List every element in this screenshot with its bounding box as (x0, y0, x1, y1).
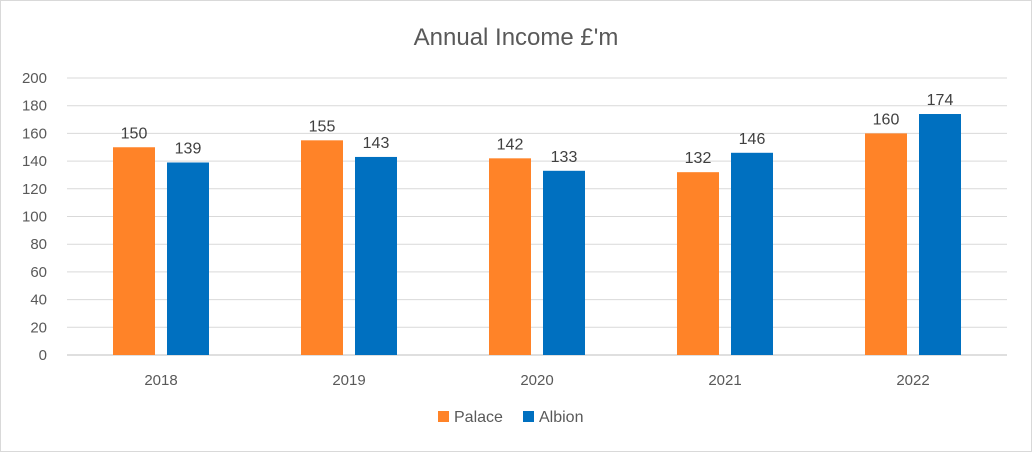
data-label-palace-2019: 155 (309, 118, 336, 135)
x-tick-label: 2021 (708, 372, 741, 389)
y-axis-ticks: 0 20 40 60 80 100 120 140 160 180 200 (22, 70, 47, 364)
bar-palace-2021 (677, 172, 719, 355)
chart-title: Annual Income £'m (414, 24, 619, 51)
data-label-albion-2021: 146 (739, 131, 766, 148)
bar-palace-2018 (113, 147, 155, 355)
data-label-palace-2022: 160 (873, 111, 900, 128)
data-label-albion-2022: 174 (927, 92, 954, 109)
y-tick-label: 180 (22, 98, 47, 115)
bar-palace-2020 (489, 158, 531, 355)
data-label-albion-2020: 133 (551, 149, 578, 166)
y-tick-label: 40 (30, 292, 47, 309)
bar-albion-2019 (355, 156, 397, 355)
x-tick-label: 2022 (896, 372, 929, 389)
x-tick-label: 2018 (144, 372, 177, 389)
y-tick-label: 100 (22, 209, 47, 226)
data-label-palace-2018: 150 (121, 125, 148, 142)
y-tick-label: 160 (22, 125, 47, 142)
legend: Palace Albion (438, 409, 583, 426)
bar-palace-2019 (301, 140, 343, 355)
bar-palace-2022 (865, 133, 907, 355)
y-tick-label: 80 (30, 236, 47, 253)
y-tick-label: 60 (30, 264, 47, 281)
bar-albion-2018 (167, 162, 209, 355)
bar-albion-2022 (919, 114, 961, 355)
y-tick-label: 120 (22, 181, 47, 198)
data-label-albion-2018: 139 (175, 140, 202, 157)
bars (113, 114, 961, 355)
y-tick-label: 20 (30, 319, 47, 336)
y-tick-label: 200 (22, 70, 47, 87)
x-tick-label: 2019 (332, 372, 365, 389)
x-tick-label: 2020 (520, 372, 553, 389)
y-tick-label: 0 (39, 347, 47, 364)
bar-albion-2020 (543, 170, 585, 355)
legend-label-albion: Albion (539, 409, 583, 426)
data-labels: 150 139 155 143 142 133 132 146 160 174 (121, 92, 954, 167)
data-label-albion-2019: 143 (363, 135, 390, 152)
gridlines (67, 77, 1007, 356)
y-tick-label: 140 (22, 153, 47, 170)
legend-swatch-palace (438, 411, 449, 422)
data-label-palace-2021: 132 (685, 150, 712, 167)
data-label-palace-2020: 142 (497, 136, 524, 153)
legend-label-palace: Palace (454, 409, 503, 426)
bar-albion-2021 (731, 152, 773, 355)
x-axis-ticks: 2018 2019 2020 2021 2022 (144, 372, 929, 389)
legend-swatch-albion (523, 411, 534, 422)
